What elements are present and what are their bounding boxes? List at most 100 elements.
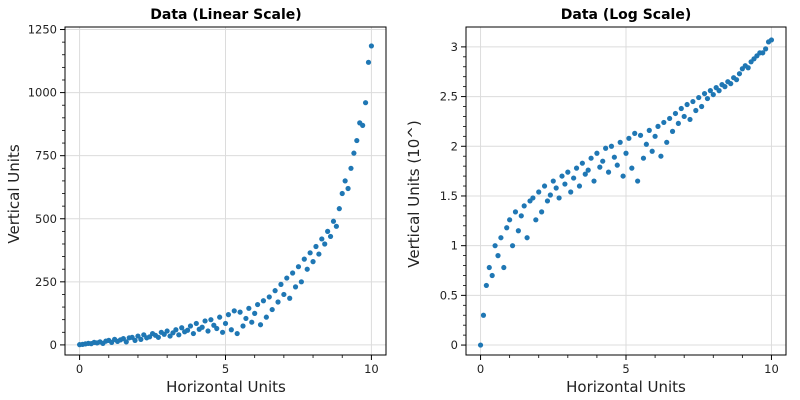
data-point xyxy=(501,264,507,271)
data-point xyxy=(637,132,644,138)
data-point xyxy=(722,84,728,90)
data-point xyxy=(594,150,600,156)
data-point xyxy=(617,139,623,145)
data-point xyxy=(348,165,354,171)
data-point xyxy=(489,272,495,279)
data-point xyxy=(272,288,278,294)
data-point xyxy=(576,183,583,189)
chart-panel-log: Data (Log Scale) Horizontal Units Vertic… xyxy=(405,7,787,396)
data-point xyxy=(155,334,161,340)
data-point xyxy=(252,310,258,316)
data-point xyxy=(298,279,304,285)
data-point xyxy=(345,185,351,192)
data-point xyxy=(266,294,272,300)
data-point xyxy=(319,236,325,242)
data-point xyxy=(504,225,510,231)
data-point xyxy=(368,43,375,49)
data-point xyxy=(675,120,681,127)
data-point xyxy=(310,259,316,265)
data-point xyxy=(483,282,489,289)
data-point xyxy=(571,175,577,181)
data-point xyxy=(605,169,612,175)
y-tick-labels: 0 0.5 1 1.5 2 2.5 3 xyxy=(440,40,458,352)
data-point xyxy=(176,332,182,338)
data-point xyxy=(710,91,716,98)
data-point xyxy=(327,233,334,240)
data-point xyxy=(292,284,299,290)
y-axis-label: Vertical Units xyxy=(5,144,23,243)
data-point xyxy=(290,270,296,276)
data-point xyxy=(231,308,237,314)
y-tick-label: 2 xyxy=(451,139,458,153)
data-point xyxy=(539,209,545,215)
data-point xyxy=(655,123,661,129)
data-point xyxy=(313,243,319,250)
data-point xyxy=(684,101,690,108)
data-point xyxy=(696,94,702,101)
data-point xyxy=(652,133,658,139)
data-point xyxy=(533,217,539,223)
data-point xyxy=(541,183,548,189)
data-point xyxy=(620,173,626,179)
data-point xyxy=(687,116,693,123)
x-tick-label: 0 xyxy=(477,362,484,376)
data-point xyxy=(365,59,372,65)
data-point xyxy=(336,206,342,212)
grid xyxy=(466,27,786,355)
data-point xyxy=(559,173,565,179)
data-point xyxy=(304,266,310,272)
data-point xyxy=(515,228,521,234)
y-tick-label: 1250 xyxy=(28,23,57,37)
data-point xyxy=(225,312,232,318)
data-point xyxy=(477,342,484,348)
data-point xyxy=(521,203,527,209)
data-point xyxy=(608,143,615,149)
y-tick-label: 0.5 xyxy=(440,288,458,302)
data-point xyxy=(325,228,331,234)
data-point xyxy=(509,243,516,249)
y-tick-labels: 0 250 500 750 1000 1250 xyxy=(28,23,57,352)
data-point xyxy=(316,251,322,257)
data-point xyxy=(585,167,591,173)
data-point xyxy=(573,165,580,171)
data-point xyxy=(614,162,620,168)
data-point xyxy=(339,190,345,197)
data-point xyxy=(669,128,676,134)
data-point xyxy=(307,250,313,256)
data-point xyxy=(275,299,281,305)
data-point xyxy=(745,65,751,71)
data-point xyxy=(661,119,667,126)
data-point xyxy=(208,317,214,323)
data-point xyxy=(278,281,284,287)
data-point xyxy=(342,178,348,184)
data-point xyxy=(672,110,679,117)
data-point xyxy=(287,295,293,301)
data-point xyxy=(582,171,588,177)
data-point xyxy=(733,77,740,83)
data-point xyxy=(480,312,487,318)
data-point xyxy=(495,253,501,259)
scatter-series xyxy=(76,43,375,348)
data-point xyxy=(222,320,229,327)
data-point xyxy=(600,158,606,164)
data-point xyxy=(536,189,542,195)
data-point xyxy=(322,241,328,247)
data-point xyxy=(249,319,255,325)
data-point xyxy=(530,195,536,201)
ticks xyxy=(60,29,372,360)
data-point xyxy=(635,178,641,184)
y-tick-label: 1000 xyxy=(28,86,57,100)
data-point xyxy=(693,107,699,114)
data-point xyxy=(202,318,208,324)
data-point xyxy=(205,328,211,334)
data-point xyxy=(269,306,275,313)
chart-title: Data (Linear Scale) xyxy=(150,7,301,23)
data-point xyxy=(184,327,191,333)
data-point xyxy=(498,235,504,241)
data-point xyxy=(246,305,252,311)
y-tick-label: 2.5 xyxy=(440,90,458,104)
data-point xyxy=(611,154,617,160)
data-point xyxy=(640,155,647,161)
data-point xyxy=(553,185,559,191)
x-tick-labels: 0 5 10 xyxy=(76,362,379,376)
